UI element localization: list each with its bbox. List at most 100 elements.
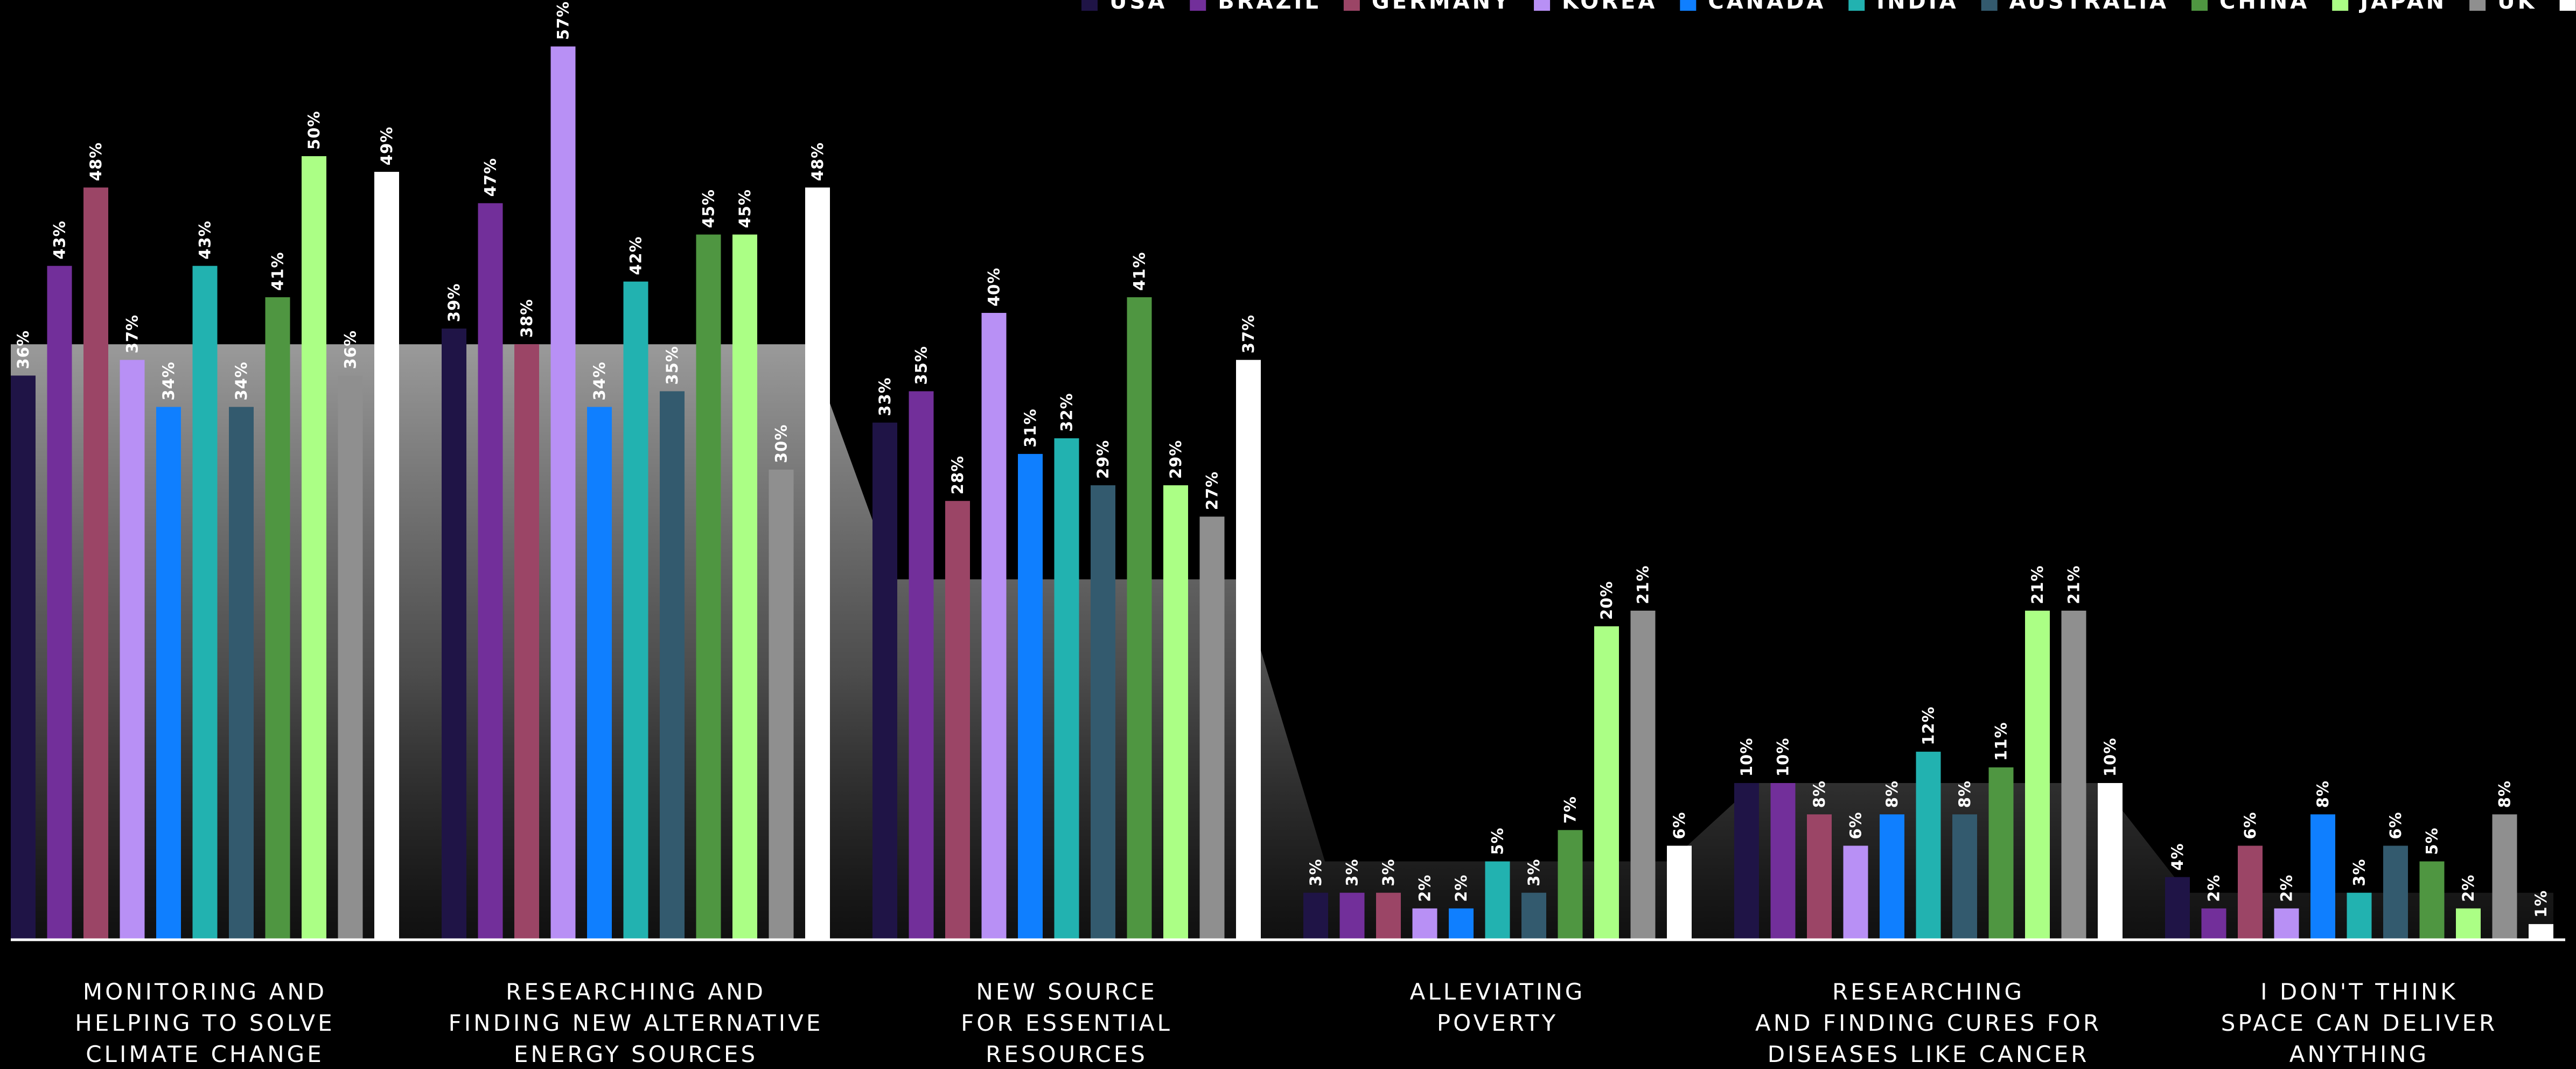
bar-germany-1: [83, 187, 108, 940]
bar-uk-4: [1630, 610, 1656, 940]
bar-india-5: [1916, 751, 1941, 940]
bar-japan-5: [2025, 610, 2050, 940]
bar-germany-5: [1807, 814, 1832, 940]
value-label-germany-3: 28%: [948, 456, 967, 494]
bar-uk-2: [769, 470, 794, 940]
value-label-japan-2: 45%: [736, 189, 754, 228]
bar-china-3: [1127, 297, 1152, 940]
value-label-canada-6: 8%: [2314, 780, 2332, 808]
bar-korea-3: [981, 313, 1007, 940]
bar-canada-5: [1880, 814, 1904, 940]
bar-germany-3: [945, 501, 970, 940]
legend-label-usa: USA: [1109, 0, 1167, 14]
legend-swatch-korea: [1534, 0, 1551, 11]
value-label-usa-5: 10%: [1737, 738, 1756, 777]
value-label-canada-4: 2%: [1452, 875, 1470, 902]
bar-brazil-3: [909, 391, 934, 940]
value-label-uae-4: 6%: [1670, 812, 1688, 839]
value-label-india-1: 43%: [196, 220, 214, 259]
bar-usa-1: [11, 375, 36, 940]
value-label-brazil-6: 2%: [2205, 875, 2223, 902]
legend-swatch-uk: [2469, 0, 2486, 11]
value-label-uae-5: 10%: [2101, 738, 2119, 777]
bar-korea-4: [1412, 908, 1437, 940]
bar-canada-3: [1018, 453, 1043, 940]
bar-china-4: [1558, 830, 1583, 940]
legend-item-uk: UK: [2469, 0, 2535, 14]
bar-china-5: [1988, 767, 2014, 940]
bar-uk-1: [338, 375, 363, 940]
value-label-australia-2: 35%: [663, 346, 681, 385]
bar-australia-1: [229, 407, 254, 940]
value-label-china-1: 41%: [269, 251, 287, 290]
legend-label-canada: CANADA: [1708, 0, 1826, 14]
value-label-china-4: 7%: [1561, 796, 1580, 823]
value-label-germany-6: 6%: [2241, 812, 2259, 839]
bar-brazil-4: [1339, 892, 1365, 940]
value-label-usa-6: 4%: [2168, 843, 2187, 870]
value-label-canada-5: 8%: [1883, 780, 1901, 808]
bar-japan-4: [1594, 626, 1619, 940]
category-label-1: MONITORING AND HELPING TO SOLVE CLIMATE CH…: [75, 979, 334, 1067]
value-label-japan-3: 29%: [1167, 440, 1185, 479]
bar-usa-2: [442, 329, 466, 940]
value-labels-layer: 36% 39% 33% 3% 10% 4% 43% 47% 35% 3% 10% 2% 48% 38% 28…: [14, 1, 2550, 918]
bar-brazil-6: [2201, 908, 2226, 940]
value-label-india-2: 42%: [627, 236, 645, 275]
legend: USA BRAZIL GERMANY KOREA CANADA INDIA AUSTRALI…: [1081, 0, 2576, 14]
legend-swatch-brazil: [1190, 0, 1206, 11]
value-label-korea-3: 40%: [985, 268, 1003, 306]
value-label-brazil-1: 43%: [51, 220, 69, 259]
value-label-germany-4: 3%: [1379, 858, 1398, 886]
value-label-korea-4: 2%: [1416, 875, 1434, 902]
legend-swatch-india: [1848, 0, 1865, 11]
value-label-germany-2: 38%: [518, 299, 536, 338]
legend-swatch-china: [2191, 0, 2208, 11]
value-label-china-3: 41%: [1130, 251, 1149, 290]
value-label-germany-1: 48%: [87, 142, 105, 181]
bar-korea-6: [2274, 908, 2299, 940]
legend-swatch-australia: [1981, 0, 1998, 11]
value-label-korea-6: 2%: [2278, 875, 2296, 902]
legend-item-korea: KOREA: [1534, 0, 1654, 14]
bar-korea-1: [120, 360, 145, 940]
bar-india-2: [623, 281, 648, 940]
legend-item-usa: USA: [1081, 0, 1167, 14]
bar-china-1: [265, 297, 290, 940]
value-label-korea-2: 57%: [554, 1, 573, 40]
category-labels-layer: MONITORING AND HELPING TO SOLVE CLIMATE CH…: [75, 979, 2495, 1067]
bar-uae-3: [1236, 360, 1261, 940]
bar-canada-1: [156, 407, 181, 940]
legend-item-brazil: BRAZIL: [1190, 0, 1318, 14]
bar-brazil-1: [47, 265, 72, 940]
value-label-canada-3: 31%: [1021, 408, 1039, 447]
value-label-brazil-3: 35%: [912, 346, 931, 385]
value-label-uae-2: 48%: [808, 142, 827, 181]
bar-uae-4: [1667, 846, 1692, 940]
value-label-china-6: 5%: [2423, 827, 2441, 855]
bar-brazil-5: [1770, 783, 1796, 940]
category-label-4: ALLEVIATING POVERTY: [1410, 979, 1586, 1036]
bar-usa-3: [872, 422, 897, 940]
category-label-2: RESEARCHING AND FINDING NEW ALTERNATIVE EN…: [449, 979, 823, 1067]
value-label-uk-6: 8%: [2496, 780, 2514, 808]
legend-item-uae: UAE: [2559, 0, 2576, 11]
value-label-china-5: 11%: [1992, 722, 2010, 760]
bar-australia-4: [1521, 892, 1546, 940]
legend-swatch-canada: [1680, 0, 1697, 11]
bar-china-2: [696, 234, 721, 940]
bar-china-6: [2419, 861, 2445, 940]
value-label-japan-4: 20%: [1597, 581, 1616, 620]
bar-usa-4: [1303, 892, 1328, 940]
value-label-australia-4: 3%: [1525, 858, 1543, 886]
bar-uk-6: [2492, 814, 2517, 940]
legend-item-india: INDIA: [1848, 0, 1956, 14]
value-label-india-6: 3%: [2350, 858, 2369, 886]
value-label-brazil-4: 3%: [1343, 858, 1362, 886]
value-label-canada-2: 34%: [590, 361, 609, 400]
value-label-japan-5: 21%: [2028, 565, 2047, 604]
value-label-uae-3: 37%: [1239, 315, 1258, 353]
bar-uae-6: [2529, 924, 2553, 940]
value-label-australia-3: 29%: [1094, 440, 1112, 479]
bar-australia-5: [1952, 814, 1977, 940]
